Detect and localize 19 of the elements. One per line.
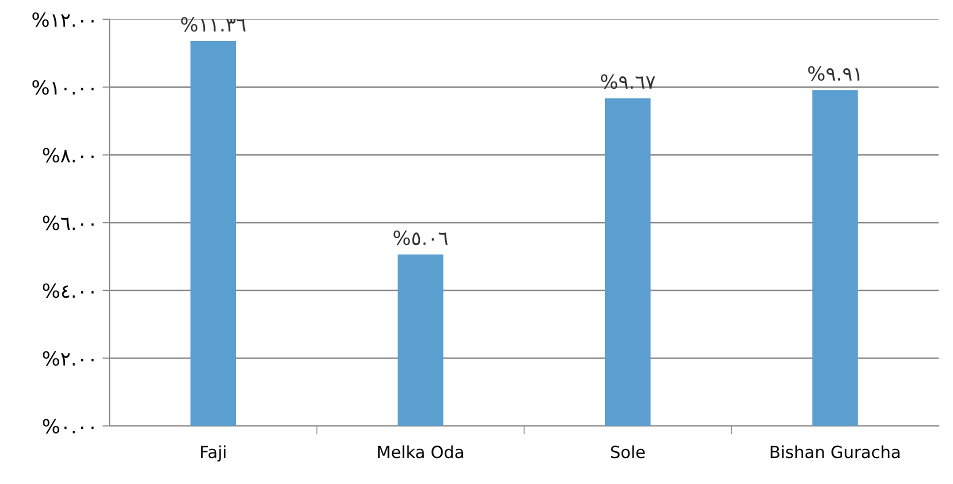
y-tick-label: %٤.٠٠ — [42, 283, 94, 298]
data-label: %٥.٠٦ — [394, 230, 448, 246]
bar — [398, 254, 444, 426]
x-tick-label: Faji — [201, 445, 226, 462]
x-tick-label: Sole — [611, 445, 645, 458]
bar — [812, 90, 858, 426]
y-tick-label: %٢.٠٠ — [42, 351, 94, 366]
y-tick-label: %٦.٠٠ — [42, 216, 94, 230]
y-tick-label: %٨.٠٠ — [42, 148, 94, 163]
y-tick-label: %١٢.٠٠ — [32, 12, 94, 28]
bar — [190, 41, 236, 426]
y-tick-label: %٠.٠٠ — [42, 418, 94, 434]
bar — [604, 98, 651, 426]
x-tick-label: Bishan Guracha — [770, 445, 900, 458]
x-tick-label: Melka Oda — [378, 445, 464, 458]
data-label: %١١.٣٦ — [181, 17, 246, 32]
y-tick-label: %١٠.٠٠ — [32, 80, 94, 95]
data-label: %٩.٩١ — [808, 66, 860, 81]
data-label: %٩.٦٧ — [600, 74, 656, 89]
